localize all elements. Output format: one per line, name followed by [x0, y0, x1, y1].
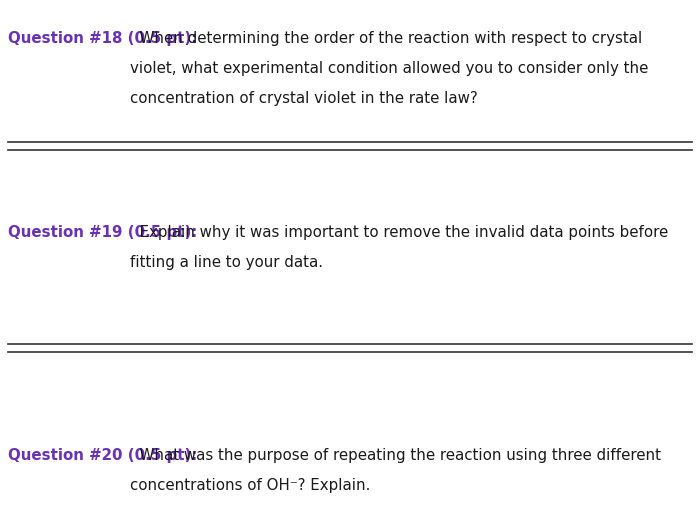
Text: fitting a line to your data.: fitting a line to your data.: [130, 255, 323, 270]
Text: concentrations of OH⁻? Explain.: concentrations of OH⁻? Explain.: [130, 478, 370, 493]
Text: What was the purpose of repeating the reaction using three different: What was the purpose of repeating the re…: [130, 448, 661, 463]
Text: When determining the order of the reaction with respect to crystal: When determining the order of the reacti…: [130, 31, 642, 46]
Text: Question #19 (0.5 pt):: Question #19 (0.5 pt):: [8, 225, 197, 240]
Text: Question #20 (0.5 pt):: Question #20 (0.5 pt):: [8, 448, 197, 463]
Text: Question #18 (0.5 pt):: Question #18 (0.5 pt):: [8, 31, 197, 46]
Text: Explain why it was important to remove the invalid data points before: Explain why it was important to remove t…: [130, 225, 668, 240]
Text: concentration of crystal violet in the rate law?: concentration of crystal violet in the r…: [130, 91, 477, 106]
Text: violet, what experimental condition allowed you to consider only the: violet, what experimental condition allo…: [130, 61, 648, 76]
